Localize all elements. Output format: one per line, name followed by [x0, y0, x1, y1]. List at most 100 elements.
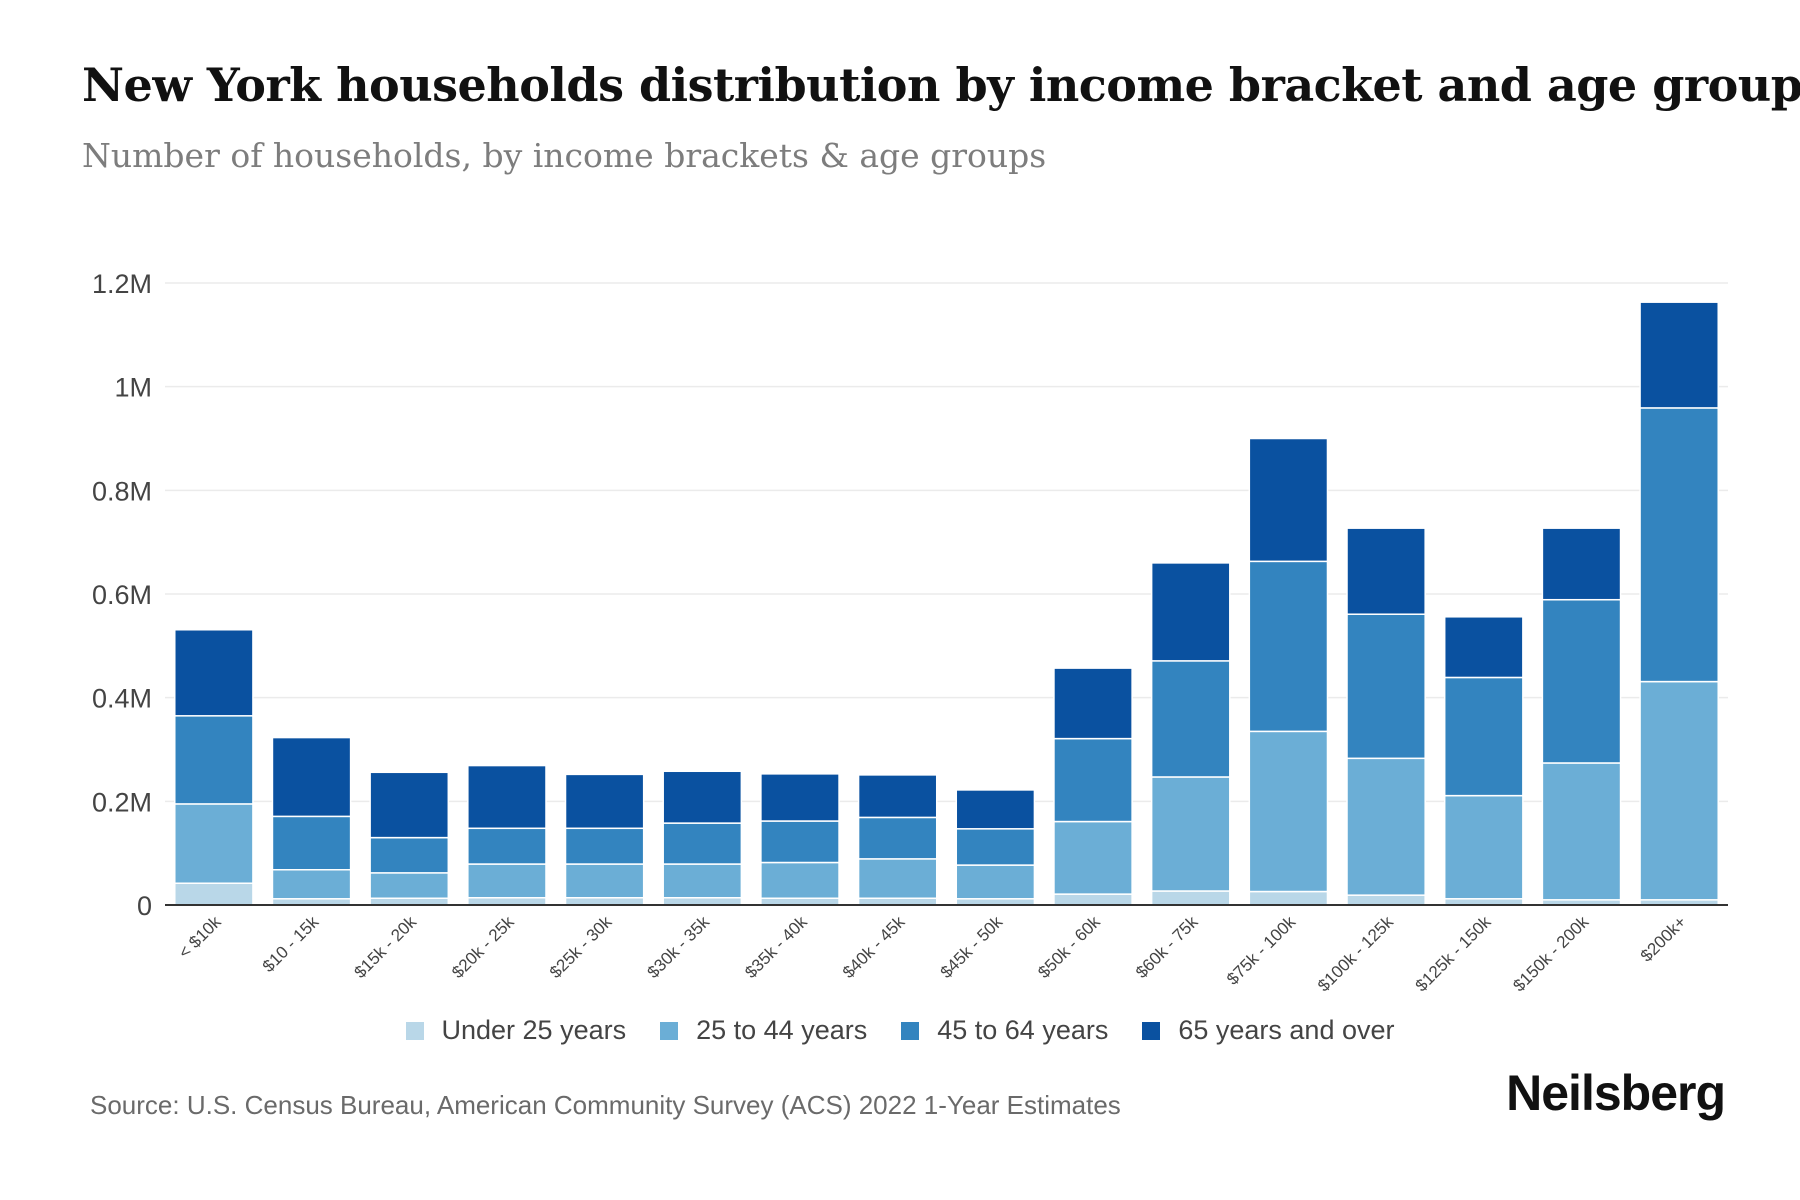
bar-segment	[467, 827, 547, 865]
bar-segment	[760, 820, 840, 864]
bar-segment	[662, 896, 743, 906]
bar-segment	[662, 770, 743, 824]
bar-segment	[1053, 820, 1133, 895]
y-tick-label: 1.2M	[92, 269, 152, 299]
y-tick-label: 0.8M	[92, 476, 152, 506]
chart-legend: Under 25 years 25 to 44 years 45 to 64 yea…	[0, 1015, 1800, 1046]
y-tick-label: 0.4M	[92, 684, 152, 714]
bar-segment	[564, 863, 645, 899]
bar-segment	[1248, 890, 1329, 906]
bar-segment	[857, 858, 938, 900]
bar-segment	[1150, 660, 1231, 778]
bar-segment	[955, 789, 1036, 830]
bar-segment	[857, 774, 938, 819]
x-tick-label: $150k - 200k	[1509, 912, 1592, 995]
x-tick-label: $10 - 15k	[259, 912, 323, 976]
bar-segment	[1346, 613, 1426, 760]
bar-segment	[174, 715, 254, 805]
x-tick-label: $15k - 20k	[350, 912, 420, 982]
x-tick-label: $75k - 100k	[1223, 912, 1300, 989]
bar-segment	[1541, 527, 1622, 601]
bar-segment	[1639, 407, 1719, 683]
x-tick-label: $25k - 30k	[546, 912, 616, 982]
bar-segment	[271, 869, 352, 900]
legend-swatch	[901, 1021, 920, 1040]
legend-item: 45 to 64 years	[901, 1015, 1108, 1046]
bar-segment	[760, 773, 840, 822]
bar-segment	[1150, 776, 1231, 892]
x-tick-label: $100k - 125k	[1314, 912, 1397, 995]
bar-segment	[467, 764, 547, 830]
x-tick-label: $125k - 150k	[1412, 912, 1495, 995]
y-tick-label: 0.6M	[92, 580, 152, 610]
bar-segment	[1346, 894, 1426, 906]
bar-segment	[1346, 527, 1426, 615]
x-tick-label: < $10k	[175, 912, 225, 962]
bar-segment	[1639, 301, 1719, 409]
bar-segment	[271, 736, 352, 818]
legend-swatch	[1142, 1021, 1161, 1040]
bar-segment	[467, 896, 547, 906]
chart-title: New York households distribution by inco…	[82, 58, 1800, 112]
legend-label: Under 25 years	[441, 1015, 627, 1045]
x-tick-label: $30k - 35k	[644, 912, 714, 982]
bar-segment	[1053, 893, 1133, 906]
bar-segment	[955, 828, 1036, 866]
legend-item: Under 25 years	[405, 1015, 627, 1046]
x-tick-label: $35k - 40k	[741, 912, 811, 982]
bar-segment	[564, 896, 645, 906]
bar-segment	[1053, 737, 1133, 823]
bar-segment	[1053, 667, 1133, 740]
bar-segment	[857, 897, 938, 906]
brand-logo: Neilsberg	[1506, 1065, 1726, 1121]
bar-segment	[1248, 437, 1329, 563]
bar-segment	[1443, 616, 1524, 679]
bar-segment	[1346, 757, 1426, 896]
bar-segment	[1150, 562, 1231, 662]
bar-segment	[564, 773, 645, 830]
bar-segment	[369, 872, 450, 900]
bar-segment	[662, 863, 743, 899]
x-tick-label: $50k - 60k	[1034, 912, 1104, 982]
x-tick-label: $40k - 45k	[839, 912, 909, 982]
x-tick-label: $60k - 75k	[1132, 912, 1202, 982]
legend-label: 45 to 64 years	[937, 1015, 1109, 1045]
bar-segment	[369, 771, 450, 839]
bar-segment	[1541, 762, 1622, 901]
legend-swatch	[660, 1021, 679, 1040]
bar-segment	[369, 897, 450, 906]
bar-segment	[857, 816, 938, 860]
x-tick-label: $45k - 50k	[937, 912, 1007, 982]
x-tick-label: $20k - 25k	[448, 912, 518, 982]
bar-segment	[369, 836, 450, 874]
bar-segment	[1248, 560, 1329, 733]
legend-swatch	[405, 1021, 424, 1040]
bar-segment	[1248, 730, 1329, 893]
bar-segment	[1443, 676, 1524, 797]
y-tick-label: 1M	[114, 373, 152, 403]
x-tick-label: $200k+	[1637, 912, 1690, 965]
bar-segment	[271, 815, 352, 871]
bar-segment	[174, 803, 254, 884]
source-note: Source: U.S. Census Bureau, American Com…	[90, 1090, 1121, 1120]
bar-segment	[174, 882, 254, 906]
bar-segment	[760, 861, 840, 900]
bar-segment	[174, 629, 254, 717]
bar-segment	[564, 827, 645, 865]
bar-segment	[1443, 794, 1524, 900]
bar-segment	[467, 863, 547, 899]
bar-segment	[1639, 680, 1719, 901]
bar-segment	[955, 864, 1036, 900]
legend-item: 25 to 44 years	[660, 1015, 867, 1046]
legend-label: 65 years and over	[1178, 1015, 1395, 1045]
bar-segment	[1541, 598, 1622, 764]
stacked-bar-chart: 0 0.2M 0.4M 0.6M 0.8M 1M 1.2M < $10k $10 - 15k $1…	[92, 269, 1728, 995]
bar-segment	[760, 897, 840, 906]
legend-label: 25 to 44 years	[696, 1015, 868, 1045]
bar-segment	[662, 822, 743, 865]
y-tick-label: 0.2M	[92, 787, 152, 817]
y-tick-label: 0	[137, 891, 152, 921]
legend-item: 65 years and over	[1142, 1015, 1395, 1046]
bar-segment	[1150, 890, 1231, 906]
chart-subtitle: Number of households, by income brackets…	[82, 136, 1047, 175]
